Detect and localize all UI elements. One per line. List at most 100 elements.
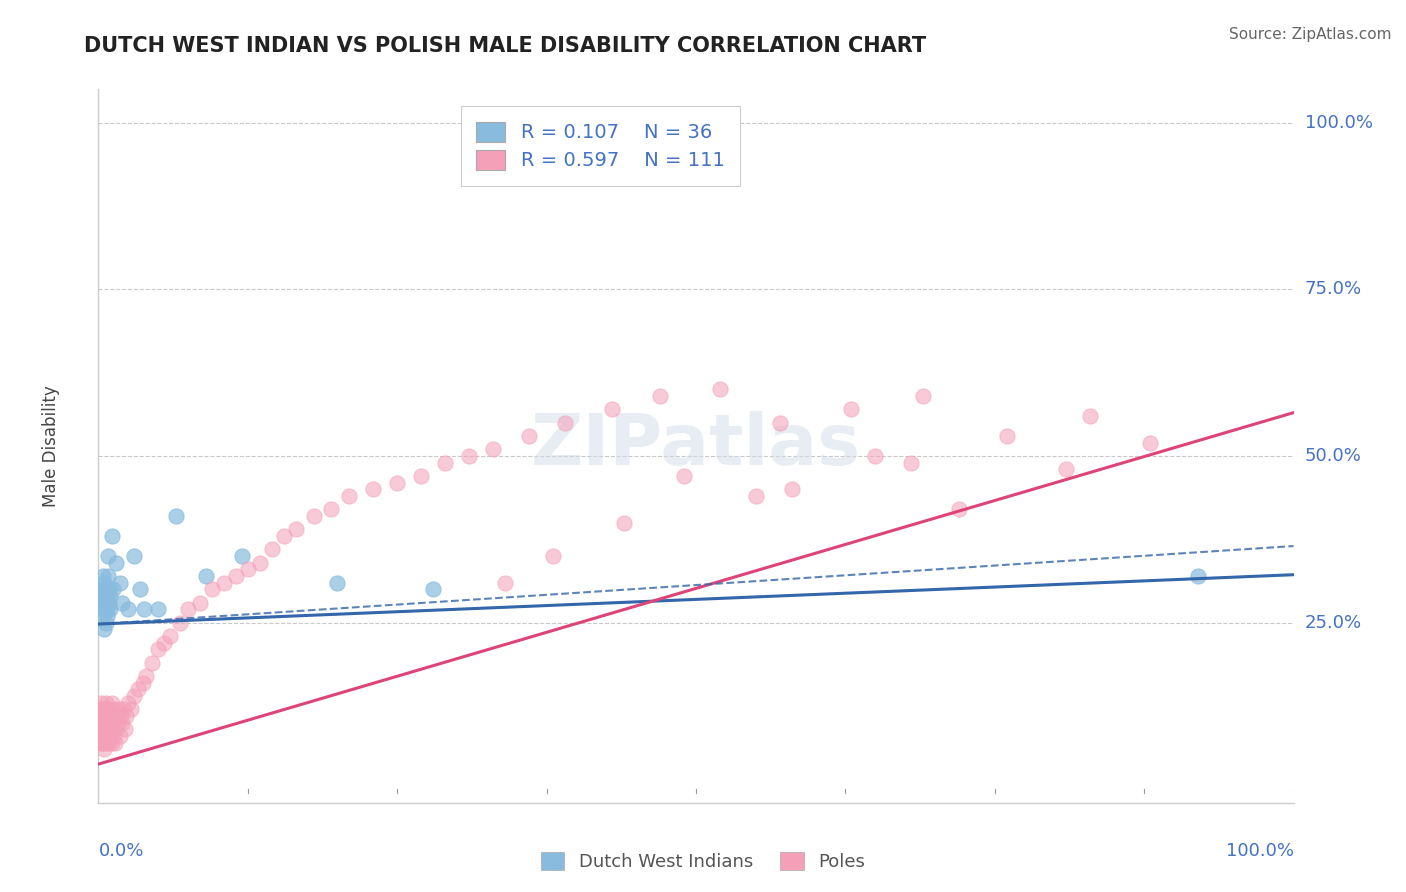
Point bbox=[103, 729, 125, 743]
Point bbox=[97, 709, 120, 723]
Point bbox=[98, 715, 121, 730]
Point bbox=[865, 449, 887, 463]
Point bbox=[93, 575, 115, 590]
Point bbox=[302, 509, 325, 524]
Point bbox=[326, 575, 349, 590]
Point bbox=[107, 715, 129, 730]
Point bbox=[141, 656, 163, 670]
Point bbox=[225, 569, 247, 583]
Point bbox=[385, 475, 409, 490]
Legend: Dutch West Indians, Poles: Dutch West Indians, Poles bbox=[534, 846, 872, 879]
Point bbox=[148, 642, 170, 657]
Legend: R = 0.107    N = 36, R = 0.597    N = 111: R = 0.107 N = 36, R = 0.597 N = 111 bbox=[461, 106, 740, 186]
Point bbox=[613, 516, 636, 530]
Point bbox=[108, 575, 131, 590]
Point bbox=[91, 729, 114, 743]
Point bbox=[104, 736, 127, 750]
Point bbox=[148, 602, 170, 616]
Point bbox=[231, 549, 253, 563]
Point bbox=[96, 589, 118, 603]
Point bbox=[97, 729, 120, 743]
Point bbox=[91, 715, 114, 730]
Point bbox=[554, 416, 576, 430]
Point bbox=[97, 569, 120, 583]
Point bbox=[98, 589, 122, 603]
Point bbox=[105, 723, 128, 737]
Point bbox=[1187, 569, 1209, 583]
Point bbox=[132, 602, 155, 616]
Point bbox=[93, 589, 115, 603]
Point bbox=[105, 556, 128, 570]
Point bbox=[94, 709, 117, 723]
Point bbox=[96, 736, 118, 750]
Point bbox=[249, 556, 271, 570]
Point bbox=[1080, 409, 1102, 423]
Point bbox=[124, 549, 146, 563]
Point bbox=[284, 522, 307, 536]
Point bbox=[94, 582, 117, 597]
Point bbox=[212, 575, 235, 590]
Point bbox=[100, 736, 122, 750]
Point bbox=[91, 736, 114, 750]
Point bbox=[159, 629, 181, 643]
Point bbox=[434, 456, 457, 470]
Point bbox=[90, 696, 112, 710]
Text: 0.0%: 0.0% bbox=[98, 842, 143, 860]
Point bbox=[1056, 462, 1078, 476]
Point bbox=[481, 442, 505, 457]
Point bbox=[96, 602, 118, 616]
Point bbox=[91, 569, 114, 583]
Point bbox=[273, 529, 295, 543]
Point bbox=[177, 602, 200, 616]
Point bbox=[93, 709, 115, 723]
Point bbox=[98, 736, 121, 750]
Point bbox=[153, 636, 176, 650]
Point bbox=[101, 582, 124, 597]
Text: Source: ZipAtlas.com: Source: ZipAtlas.com bbox=[1229, 27, 1392, 42]
Text: 50.0%: 50.0% bbox=[1305, 447, 1361, 465]
Point bbox=[93, 742, 115, 756]
Point bbox=[98, 709, 122, 723]
Point bbox=[100, 696, 122, 710]
Point bbox=[111, 596, 134, 610]
Point bbox=[169, 615, 191, 630]
Point bbox=[948, 502, 970, 516]
Point bbox=[91, 709, 114, 723]
Point bbox=[458, 449, 481, 463]
Point bbox=[96, 609, 118, 624]
Point bbox=[745, 489, 768, 503]
Point bbox=[768, 416, 790, 430]
Point bbox=[91, 729, 114, 743]
Point bbox=[90, 709, 112, 723]
Point bbox=[97, 723, 120, 737]
Point bbox=[188, 596, 211, 610]
Point bbox=[94, 723, 117, 737]
Point bbox=[100, 529, 122, 543]
Point bbox=[98, 723, 122, 737]
Point bbox=[91, 702, 114, 716]
Point bbox=[91, 702, 114, 716]
Text: 100.0%: 100.0% bbox=[1226, 842, 1294, 860]
Point bbox=[195, 569, 218, 583]
Point bbox=[91, 736, 114, 750]
Point bbox=[236, 562, 259, 576]
Point bbox=[91, 582, 114, 597]
Point bbox=[93, 729, 115, 743]
Point bbox=[93, 623, 115, 637]
Point bbox=[108, 729, 131, 743]
Point bbox=[89, 729, 111, 743]
Point bbox=[98, 715, 122, 730]
Text: 100.0%: 100.0% bbox=[1305, 113, 1372, 131]
Point bbox=[411, 469, 433, 483]
Point bbox=[96, 729, 118, 743]
Point bbox=[494, 575, 516, 590]
Point bbox=[1139, 435, 1161, 450]
Point bbox=[165, 509, 187, 524]
Text: ZIPatlas: ZIPatlas bbox=[531, 411, 860, 481]
Point bbox=[841, 402, 863, 417]
Point bbox=[107, 702, 129, 716]
Point bbox=[94, 596, 117, 610]
Point bbox=[995, 429, 1018, 443]
Point bbox=[93, 723, 115, 737]
Point bbox=[112, 702, 135, 716]
